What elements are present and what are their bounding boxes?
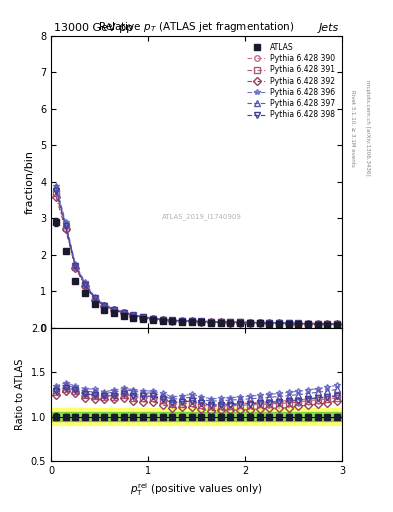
Text: Rivet 3.1.10, ≥ 3.1M events: Rivet 3.1.10, ≥ 3.1M events: [350, 90, 355, 166]
Text: Jets: Jets: [319, 23, 339, 33]
Bar: [51, 408, 342, 425]
Text: mcplots.cern.ch [arXiv:1306.3436]: mcplots.cern.ch [arXiv:1306.3436]: [365, 80, 371, 176]
X-axis label: $p_{\rm T}^{\rm rel}$ (positive values only): $p_{\rm T}^{\rm rel}$ (positive values o…: [130, 481, 263, 498]
Bar: [51, 412, 342, 421]
Legend: ATLAS, Pythia 6.428 390, Pythia 6.428 391, Pythia 6.428 392, Pythia 6.428 396, P: ATLAS, Pythia 6.428 390, Pythia 6.428 39…: [244, 39, 338, 122]
Y-axis label: Ratio to ATLAS: Ratio to ATLAS: [15, 359, 25, 430]
Title: Relative $p_T$ (ATLAS jet fragmentation): Relative $p_T$ (ATLAS jet fragmentation): [98, 20, 295, 34]
Text: 13000 GeV pp: 13000 GeV pp: [54, 23, 133, 33]
Y-axis label: fraction/bin: fraction/bin: [24, 150, 35, 214]
Text: ATLAS_2019_I1740909: ATLAS_2019_I1740909: [162, 214, 242, 220]
